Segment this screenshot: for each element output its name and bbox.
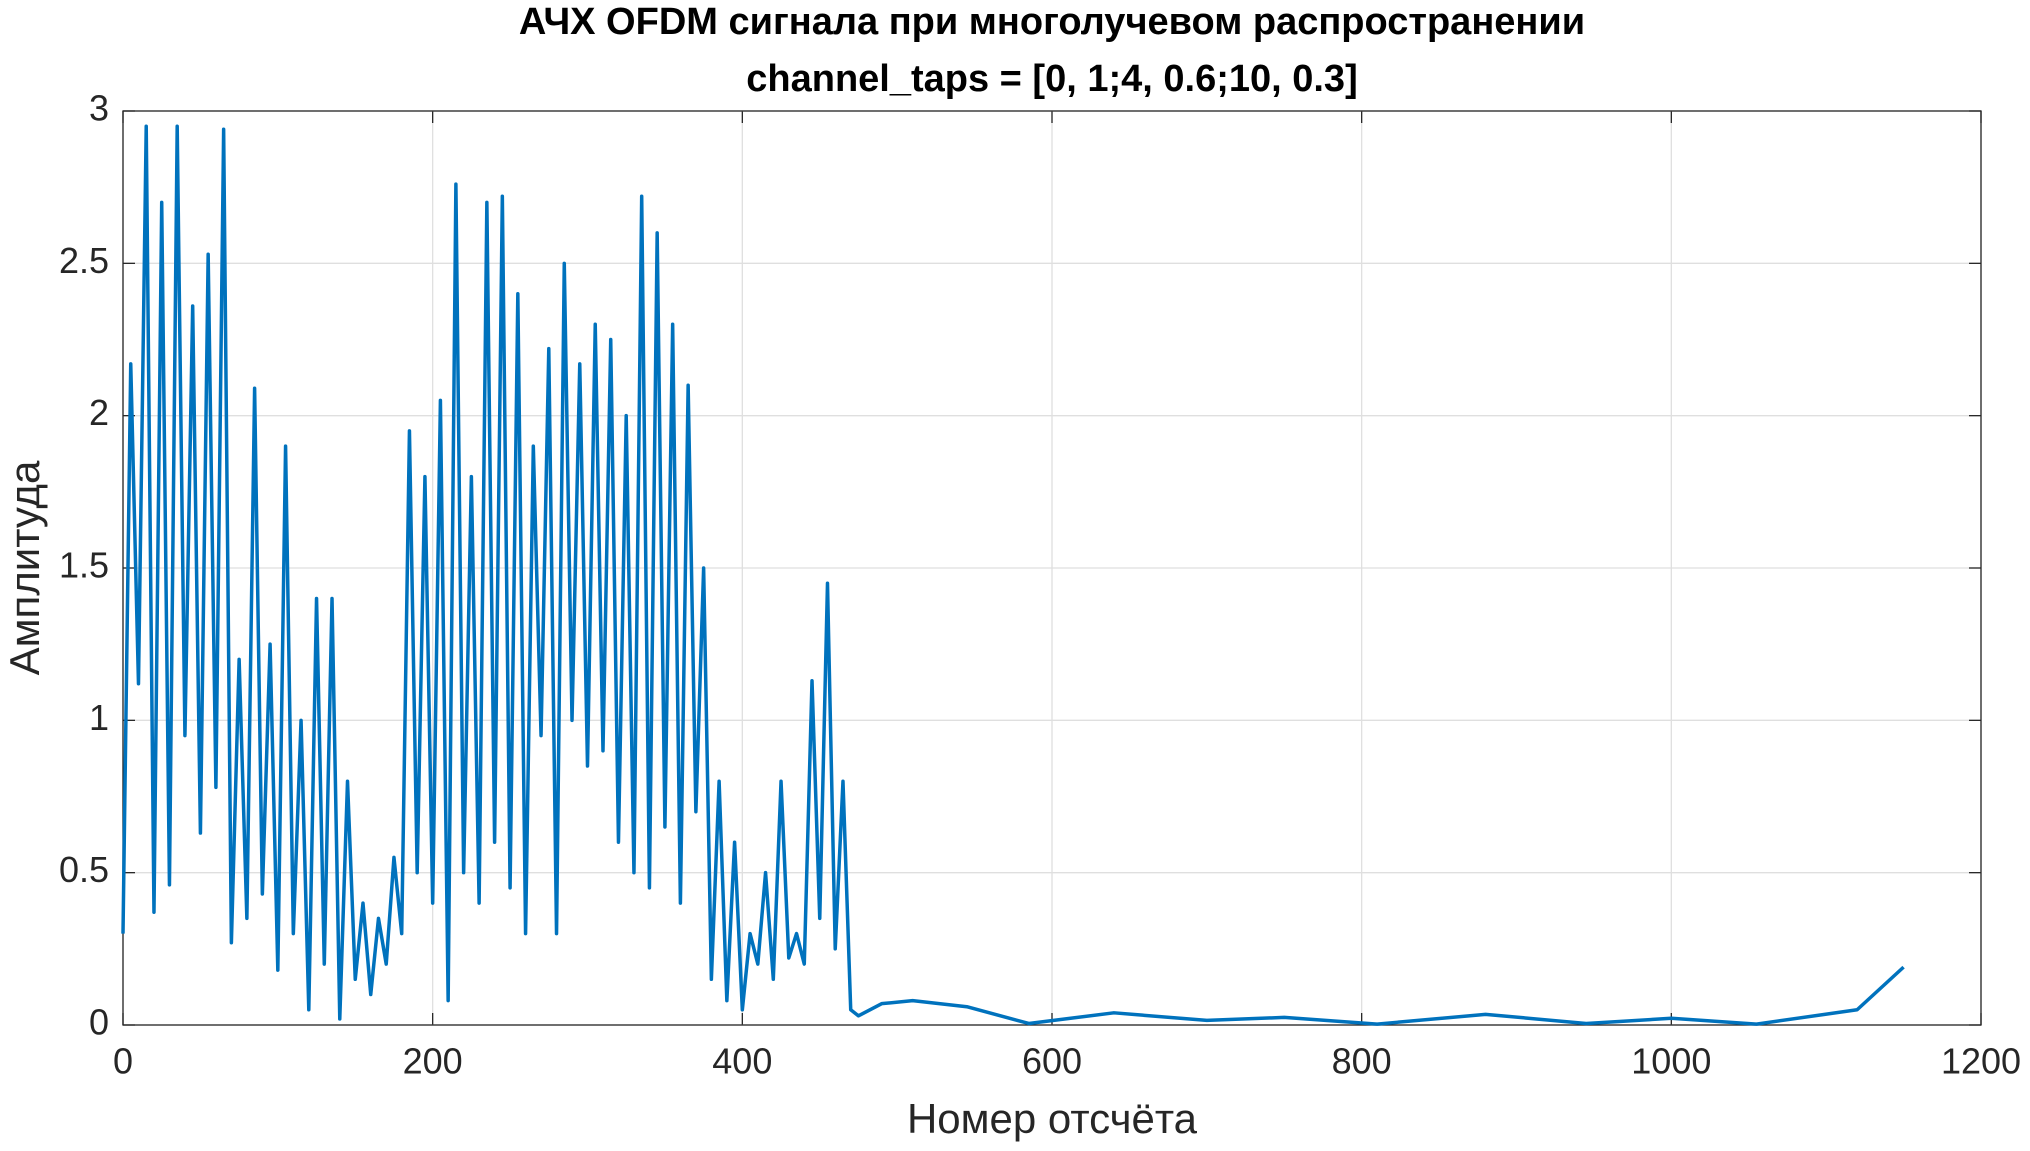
chart-subtitle: channel_taps = [0, 1;4, 0.6;10, 0.3] [746,58,1357,100]
x-tick-label: 600 [1022,1041,1082,1082]
y-tick-label: 2 [89,392,109,433]
x-tick-label: 1000 [1631,1041,1711,1082]
plot-frame [122,110,1982,1026]
data-line [121,124,1905,1026]
x-tick-label: 200 [403,1041,463,1082]
y-tick-label: 1.5 [59,545,109,586]
y-tick-label: 0.5 [59,849,109,890]
x-tick-label: 0 [113,1041,133,1082]
x-axis-label: Номер отсчёта [907,1095,1198,1142]
x-tick-label: 800 [1332,1041,1392,1082]
chart-title: АЧХ OFDM сигнала при многолучевом распро… [519,1,1585,43]
y-axis-label: Амплитуда [1,460,48,675]
y-tick-label: 2.5 [59,240,109,281]
y-tick-label: 3 [89,88,109,129]
x-tick-label: 1200 [1941,1041,2021,1082]
y-tick-label: 1 [89,697,109,738]
y-tick-label: 0 [89,1002,109,1043]
x-tick-label: 400 [712,1041,772,1082]
